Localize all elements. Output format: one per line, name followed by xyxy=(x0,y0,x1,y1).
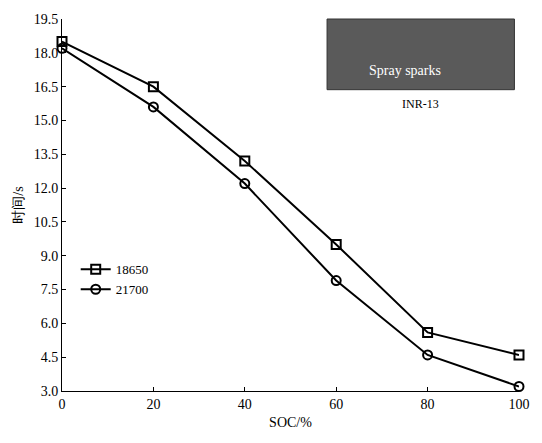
svg-text:18.0: 18.0 xyxy=(34,46,59,61)
svg-text:INR-13: INR-13 xyxy=(402,97,439,111)
svg-text:21700: 21700 xyxy=(116,282,148,297)
svg-text:7.5: 7.5 xyxy=(41,282,59,297)
svg-text:100: 100 xyxy=(509,397,530,412)
svg-text:19.5: 19.5 xyxy=(34,12,59,27)
svg-text:18650: 18650 xyxy=(116,262,148,277)
svg-text:20: 20 xyxy=(146,397,160,412)
svg-text:60: 60 xyxy=(329,397,343,412)
svg-text:15.0: 15.0 xyxy=(34,113,59,128)
svg-text:40: 40 xyxy=(238,397,252,412)
svg-text:13.5: 13.5 xyxy=(34,147,59,162)
svg-text:3.0: 3.0 xyxy=(41,384,59,399)
svg-text:SOC/%: SOC/% xyxy=(269,415,312,430)
svg-text:9.0: 9.0 xyxy=(41,249,59,264)
svg-text:时间/s: 时间/s xyxy=(11,186,26,223)
svg-text:Spray sparks: Spray sparks xyxy=(369,63,441,78)
svg-text:12.0: 12.0 xyxy=(34,181,59,196)
svg-text:6.0: 6.0 xyxy=(41,316,59,331)
svg-text:16.5: 16.5 xyxy=(34,80,59,95)
svg-text:10.5: 10.5 xyxy=(34,215,59,230)
svg-text:4.5: 4.5 xyxy=(41,350,59,365)
svg-text:80: 80 xyxy=(421,397,435,412)
svg-text:0: 0 xyxy=(59,397,66,412)
